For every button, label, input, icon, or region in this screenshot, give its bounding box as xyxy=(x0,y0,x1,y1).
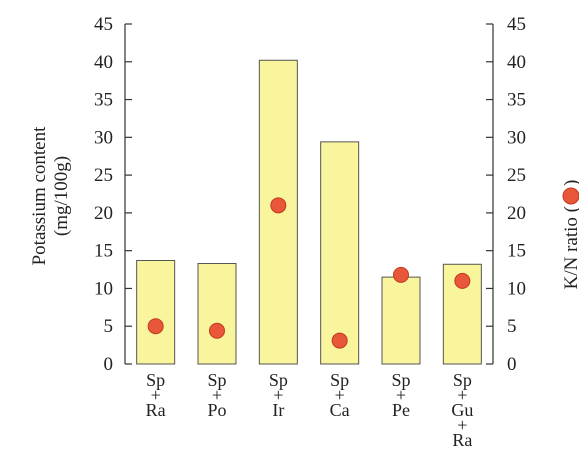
left-tick-label-0: 0 xyxy=(104,354,114,375)
category-label-2-line-2: Ir xyxy=(272,400,284,420)
right-axis-title-suffix: ) xyxy=(561,180,579,186)
category-label-5-line-2: Gu xyxy=(451,400,473,420)
left-axis-title-line1: Potassium content xyxy=(29,126,50,266)
right-tick-label-9: 45 xyxy=(507,14,526,35)
right-tick-label-4: 20 xyxy=(507,203,526,224)
category-label-3-line-1: + xyxy=(335,385,345,405)
category-label-2: Sp + Ir xyxy=(269,370,288,420)
kn-ratio-marker-4 xyxy=(393,266,409,283)
left-tick-label-4: 20 xyxy=(94,203,113,224)
category-label-2-line-0: Sp xyxy=(269,370,288,390)
kn-ratio-marker-0 xyxy=(147,318,164,335)
kn-ratio-marker-5 xyxy=(454,272,471,289)
right-axis-title: K/N ratio ( ) xyxy=(561,180,579,289)
right-tick-label-5: 25 xyxy=(507,165,526,186)
bar-4 xyxy=(381,276,421,365)
plot-frame xyxy=(124,24,494,364)
right-axis-title-marker xyxy=(562,187,579,205)
kn-ratio-marker-1 xyxy=(209,322,225,339)
category-label-0-line-0: Sp xyxy=(146,370,165,390)
left-tick-label-8: 40 xyxy=(94,52,113,73)
kn-ratio-marker-2 xyxy=(270,197,287,214)
category-label-1-line-1: + xyxy=(212,385,222,405)
category-label-0: Sp + Ra xyxy=(146,370,166,420)
category-label-1-line-2: Po xyxy=(207,400,226,420)
category-label-3-line-0: Sp xyxy=(330,370,349,390)
left-tick-label-3: 15 xyxy=(94,241,113,262)
right-axis: 0 5 10 15 20 25 30 35 40 45 xyxy=(486,14,526,375)
right-tick-label-1: 5 xyxy=(507,316,517,337)
left-tick-label-6: 30 xyxy=(94,127,113,148)
category-label-3: Sp + Ca xyxy=(330,370,350,420)
category-label-5-line-0: Sp xyxy=(453,370,472,390)
category-label-1-line-0: Sp xyxy=(207,370,226,390)
right-tick-label-7: 35 xyxy=(507,90,526,111)
left-axis-title-line2: (mg/100g) xyxy=(51,156,72,236)
category-label-4-line-2: Pe xyxy=(392,400,410,420)
category-label-1: Sp + Po xyxy=(207,370,226,420)
kn-ratio-marker-3 xyxy=(331,332,348,349)
category-label-0-line-2: Ra xyxy=(146,400,166,420)
left-tick-label-7: 35 xyxy=(94,90,113,111)
category-label-4-line-1: + xyxy=(396,385,406,405)
left-tick-label-2: 10 xyxy=(94,278,113,299)
left-tick-label-1: 5 xyxy=(104,316,114,337)
category-label-0-line-1: + xyxy=(151,385,161,405)
category-label-5: Sp + Gu + Ra xyxy=(451,370,473,450)
category-label-4-line-0: Sp xyxy=(391,370,410,390)
bar-5 xyxy=(442,263,482,365)
right-tick-label-8: 40 xyxy=(507,52,526,73)
category-label-5-line-1: + xyxy=(457,385,467,405)
category-label-2-line-1: + xyxy=(273,385,283,405)
left-tick-label-5: 25 xyxy=(94,165,113,186)
left-tick-label-9: 45 xyxy=(94,14,113,35)
bars xyxy=(136,59,482,365)
category-label-5-line-3: + xyxy=(457,415,467,435)
right-axis-title-prefix: K/N ratio ( xyxy=(561,206,579,289)
left-axis-title: Potassium content (mg/100g) xyxy=(29,126,72,266)
right-tick-label-0: 0 xyxy=(507,354,517,375)
category-label-5-line-4: Ra xyxy=(452,430,472,450)
bar-3 xyxy=(320,141,360,365)
markers xyxy=(147,197,471,349)
bar-0 xyxy=(136,259,176,365)
bar-1 xyxy=(197,263,237,365)
category-label-3-line-2: Ca xyxy=(330,400,350,420)
right-tick-label-3: 15 xyxy=(507,241,526,262)
left-axis: 0 5 10 15 20 25 30 35 40 45 xyxy=(94,14,132,375)
category-label-4: Sp + Pe xyxy=(391,370,410,420)
right-tick-label-6: 30 xyxy=(507,127,526,148)
right-tick-label-2: 10 xyxy=(507,278,526,299)
